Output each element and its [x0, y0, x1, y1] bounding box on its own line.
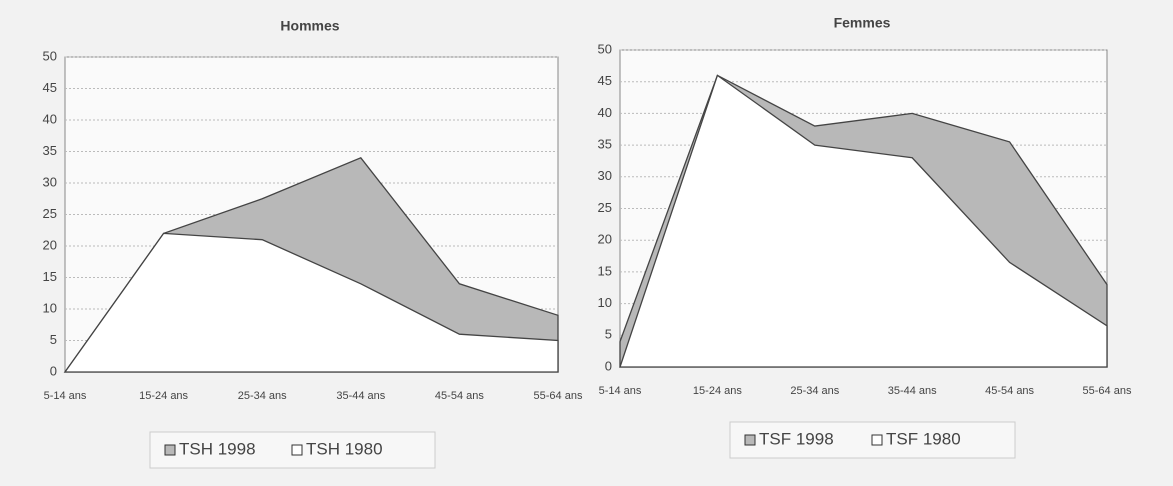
x-tick-label: 55-64 ans [1083, 385, 1132, 397]
area [619, 74, 1108, 368]
x-tick-label: 35-44 ans [888, 385, 937, 397]
legend-label: TSF 1980 [886, 429, 961, 448]
y-tick-label: 30 [43, 174, 57, 189]
legend-swatch [291, 444, 303, 456]
y-tick-label: 45 [598, 73, 612, 88]
y-tick-label: 20 [598, 232, 612, 247]
x-tick-label: 45-54 ans [985, 385, 1034, 397]
y-tick-label: 45 [43, 80, 57, 95]
y-tick-label: 40 [598, 105, 612, 120]
y-tick-label: 20 [43, 237, 57, 252]
chart-title: Femmes [834, 15, 891, 31]
chart-title: Hommes [280, 18, 339, 34]
x-tick-label: 25-34 ans [238, 390, 287, 402]
legend-label: TSH 1998 [179, 439, 256, 458]
legend-label: TSF 1998 [759, 429, 834, 448]
legend-swatch [164, 444, 176, 456]
y-tick-label: 15 [43, 269, 57, 284]
y-tick-label: 10 [43, 300, 57, 315]
y-tick-label: 5 [605, 327, 612, 342]
x-tick-label: 5-14 ans [44, 390, 87, 402]
x-tick-label: 55-64 ans [534, 390, 583, 402]
y-tick-label: 0 [50, 363, 57, 378]
y-tick-label: 25 [598, 200, 612, 215]
y-tick-label: 50 [43, 48, 57, 63]
x-tick-label: 25-34 ans [790, 385, 839, 397]
y-tick-label: 0 [605, 358, 612, 373]
area [63, 232, 559, 373]
x-tick-label: 45-54 ans [435, 390, 484, 402]
y-tick-label: 5 [50, 332, 57, 347]
legend-swatch [744, 434, 756, 446]
y-tick-label: 35 [43, 143, 57, 158]
legend-label: TSH 1980 [306, 439, 383, 458]
y-tick-label: 35 [598, 137, 612, 152]
y-tick-label: 15 [598, 263, 612, 278]
y-tick-label: 25 [43, 206, 57, 221]
legend-swatch [871, 434, 883, 446]
x-tick-label: 5-14 ans [599, 385, 642, 397]
legend-box [729, 421, 1016, 459]
y-tick-label: 40 [43, 111, 57, 126]
y-tick-label: 50 [598, 41, 612, 56]
y-tick-label: 30 [598, 168, 612, 183]
y-tick-label: 10 [598, 295, 612, 310]
x-tick-label: 15-24 ans [139, 390, 188, 402]
x-tick-label: 15-24 ans [693, 385, 742, 397]
x-tick-label: 35-44 ans [336, 390, 385, 402]
